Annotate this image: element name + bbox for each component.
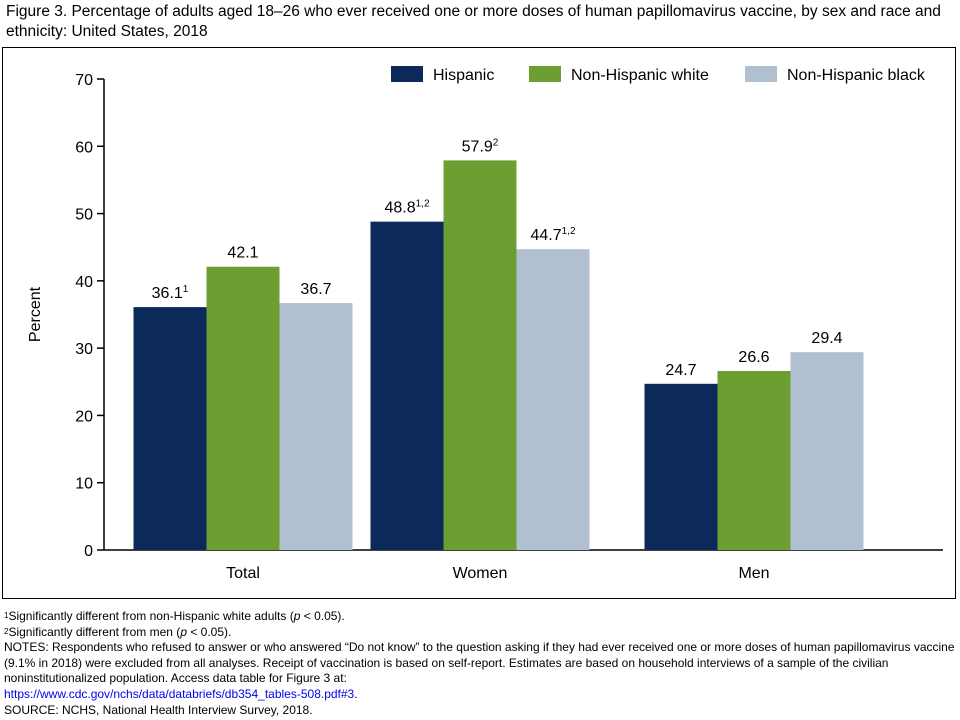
y-tick-label: 0 bbox=[84, 543, 93, 560]
bar bbox=[717, 371, 791, 550]
legend-label: Non-Hispanic black bbox=[787, 67, 926, 84]
x-category-label: Women bbox=[453, 565, 508, 582]
data-label-footnote-marker: 2 bbox=[493, 137, 499, 148]
legend-swatch bbox=[529, 66, 561, 82]
data-label: 44.71,2 bbox=[530, 226, 575, 244]
footnotes: 1Significantly different from non-Hispan… bbox=[4, 609, 956, 718]
data-label: 24.7 bbox=[665, 362, 696, 379]
data-label-footnote-marker: 1,2 bbox=[562, 226, 576, 237]
y-tick-label: 70 bbox=[75, 72, 93, 89]
data-table-link-line: https://www.cdc.gov/nchs/data/databriefs… bbox=[4, 686, 358, 701]
data-table-link[interactable]: https://www.cdc.gov/nchs/data/databriefs… bbox=[4, 686, 355, 701]
data-label: 26.6 bbox=[738, 349, 769, 366]
y-tick-label: 60 bbox=[75, 139, 93, 156]
bar bbox=[443, 160, 517, 550]
bar bbox=[516, 249, 590, 551]
chart-frame: 0 10 20 30 40 50 60 70 Percent 36.11 42.1 36.7 Total… bbox=[2, 47, 956, 599]
legend-label: Hispanic bbox=[433, 67, 494, 84]
footnote-2-marker: 2 bbox=[4, 626, 9, 636]
footnote-1: 1Significantly different from non-Hispan… bbox=[4, 609, 345, 623]
data-label: 57.92 bbox=[462, 137, 499, 155]
y-tick-label: 10 bbox=[75, 476, 93, 493]
bar-chart: 0 10 20 30 40 50 60 70 Percent 36.11 42.1 36.7 Total… bbox=[27, 66, 943, 582]
y-tick-label: 20 bbox=[75, 408, 93, 425]
data-label: 42.1 bbox=[227, 245, 258, 262]
notes-text: NOTES: Respondents who refused to answer… bbox=[4, 640, 955, 686]
legend-swatch bbox=[745, 66, 777, 82]
bar bbox=[644, 383, 718, 550]
y-tick-label: 40 bbox=[75, 274, 93, 291]
data-label: 36.11 bbox=[152, 284, 189, 302]
bar bbox=[370, 221, 444, 550]
data-label: 48.81,2 bbox=[384, 199, 429, 217]
y-tick-label: 50 bbox=[75, 207, 93, 224]
bar bbox=[279, 303, 353, 550]
legend-swatch bbox=[391, 66, 423, 82]
data-label: 36.7 bbox=[300, 281, 331, 298]
x-category-label: Men bbox=[738, 565, 769, 582]
source-text: SOURCE: NCHS, National Health Interview … bbox=[4, 702, 313, 717]
y-axis-title: Percent bbox=[27, 286, 44, 342]
footnote-2: 2Significantly different from men (p < 0… bbox=[4, 624, 232, 639]
footnote-1-marker: 1 bbox=[4, 611, 9, 620]
data-label: 29.4 bbox=[811, 330, 842, 347]
data-label-footnote-marker: 1 bbox=[183, 284, 189, 295]
y-tick-label: 30 bbox=[75, 341, 93, 358]
bar bbox=[206, 266, 280, 550]
bar bbox=[790, 352, 864, 550]
data-label-footnote-marker: 1,2 bbox=[416, 199, 430, 210]
legend-label: Non-Hispanic white bbox=[571, 67, 709, 84]
bar bbox=[133, 307, 207, 550]
figure-title: Figure 3. Percentage of adults aged 18–2… bbox=[6, 3, 941, 40]
x-category-label: Total bbox=[226, 565, 260, 582]
